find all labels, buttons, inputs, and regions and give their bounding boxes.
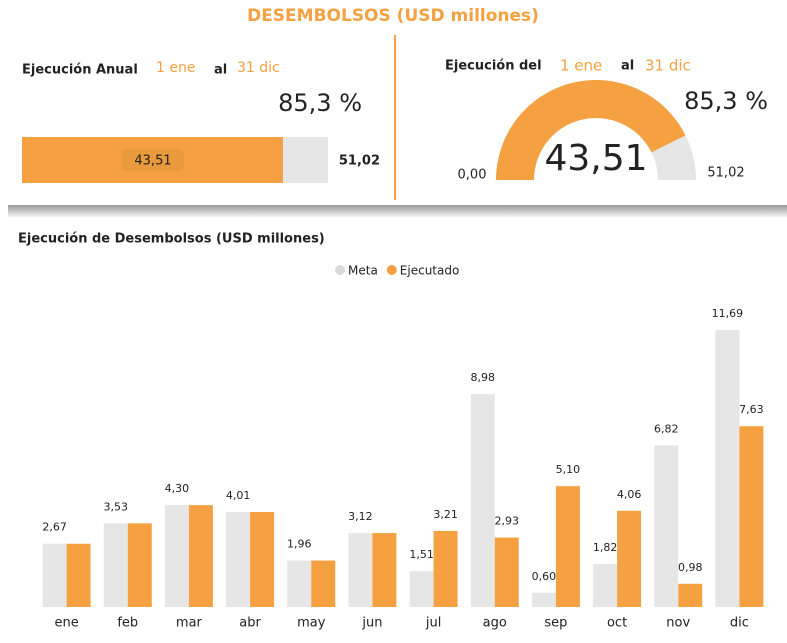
bar (715, 330, 740, 607)
bar (531, 592, 556, 607)
bar (617, 510, 642, 607)
legend-marker (335, 265, 345, 275)
bar (555, 486, 580, 607)
x-tick-label: abr (239, 616, 261, 631)
page-title: DESEMBOLSOS (USD millones) (247, 6, 539, 26)
x-tick-label: ago (483, 616, 507, 631)
legend-label: Ejecutado (400, 264, 460, 278)
data-label: 1,82 (593, 541, 618, 554)
bar (409, 571, 434, 607)
gauge-connector: al (621, 59, 634, 74)
bar (372, 533, 397, 607)
bar (226, 511, 251, 607)
bar (593, 563, 618, 607)
gauge-from: 1 ene (560, 57, 602, 75)
gauge-value: 43,51 (544, 138, 647, 179)
data-label: 8,98 (471, 371, 496, 384)
kpi-connector: al (214, 63, 227, 78)
x-tick-label: sep (544, 616, 567, 631)
x-tick-label: nov (666, 616, 690, 631)
kpi-value: 43,51 (134, 154, 171, 169)
bar (739, 426, 764, 607)
bar (103, 523, 128, 607)
kpi-value-pill (122, 149, 184, 171)
x-tick-label: dic (730, 616, 749, 631)
gauge-min: 0,00 (458, 168, 487, 183)
data-label: 5,10 (556, 463, 581, 476)
legend-label: Meta (348, 264, 378, 278)
gauge-max: 51,02 (707, 166, 744, 181)
chart-title: Ejecución de Desembolsos (USD millones) (18, 232, 325, 247)
bar (287, 560, 312, 607)
data-label: 11,69 (712, 307, 744, 320)
bar (433, 530, 458, 607)
data-label: 6,82 (654, 422, 679, 435)
x-tick-label: may (297, 616, 326, 631)
bar (66, 543, 91, 607)
gauge-label: Ejecución del (445, 59, 542, 74)
data-label: 3,12 (348, 510, 373, 523)
kpi-target: 51,02 (339, 154, 380, 169)
data-label: 0,60 (532, 570, 557, 583)
data-label: 3,21 (433, 508, 458, 521)
bar (164, 505, 189, 607)
data-label: 1,96 (287, 538, 312, 551)
bar (678, 583, 703, 607)
bar (188, 505, 213, 607)
data-label: 4,06 (617, 488, 642, 501)
gauge-to: 31 dic (645, 57, 691, 75)
bar (311, 560, 336, 607)
kpi-from: 1 ene (156, 60, 195, 76)
x-tick-label: ene (54, 616, 78, 631)
data-label: 0,98 (678, 561, 703, 574)
bar (494, 537, 519, 607)
data-label: 3,53 (104, 500, 129, 513)
bar (470, 394, 495, 607)
x-tick-label: jul (425, 616, 441, 631)
x-tick-label: mar (176, 616, 203, 631)
data-label: 2,93 (495, 515, 520, 528)
kpi-label: Ejecución Anual (22, 63, 138, 78)
kpi-percent: 85,3 % (278, 89, 362, 117)
bar (348, 533, 373, 607)
data-label: 2,67 (42, 521, 67, 534)
bar (654, 445, 679, 607)
data-label: 1,51 (409, 548, 434, 561)
legend-marker (386, 265, 397, 275)
x-tick-label: jun (361, 616, 382, 631)
bar (127, 523, 152, 607)
data-label: 4,30 (165, 482, 190, 495)
separator (8, 205, 787, 217)
x-tick-label: oct (607, 616, 627, 631)
bar (42, 543, 67, 607)
kpi-to: 31 dic (237, 60, 280, 76)
bar (250, 511, 275, 607)
x-tick-label: feb (117, 616, 138, 631)
data-label: 4,01 (226, 489, 251, 502)
data-label: 7,63 (739, 403, 764, 416)
gauge-percent: 85,3 % (684, 87, 768, 115)
gauge-arc (496, 80, 686, 180)
